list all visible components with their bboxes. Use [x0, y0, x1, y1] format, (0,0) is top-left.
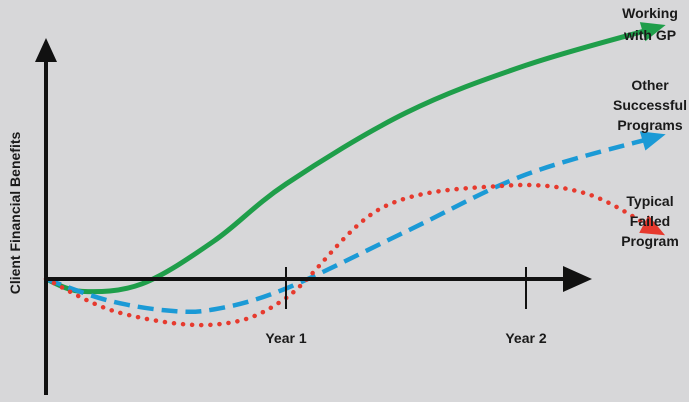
series-0-line [45, 22, 666, 295]
series-1-arrowhead [639, 131, 666, 151]
axes [35, 38, 592, 395]
y-axis-arrowhead [35, 38, 57, 62]
legend-series-2-line-0: Typical [626, 193, 673, 209]
x-tick-label-0: Year 1 [265, 330, 306, 346]
legend-series-1-line-2: Programs [617, 117, 683, 133]
y-axis-label: Client Financial Benefits [7, 131, 23, 294]
series-2-arrowhead [639, 215, 666, 236]
legend-layer: Working with GP Other Successful Programs Typ… [613, 5, 687, 249]
legend-series-2-line-1: Failed [630, 213, 670, 229]
series-2-line [43, 182, 666, 328]
legend-series-1-line-1: Successful [613, 97, 687, 113]
series-0-path [45, 24, 659, 295]
legend-series-0-line-0: Working [622, 5, 678, 21]
series-0-arrowhead [639, 22, 666, 42]
legend-series-1-line-0: Other [631, 77, 669, 93]
x-axis-arrowhead [563, 266, 592, 292]
series-layer [43, 22, 666, 328]
legend-series-2-line-2: Program [621, 233, 679, 249]
legend-series-0-line-1: with GP [623, 27, 676, 43]
series-2-path [43, 182, 661, 328]
tick-layer: Year 1 Year 2 [265, 267, 547, 346]
x-tick-label-1: Year 2 [505, 330, 546, 346]
